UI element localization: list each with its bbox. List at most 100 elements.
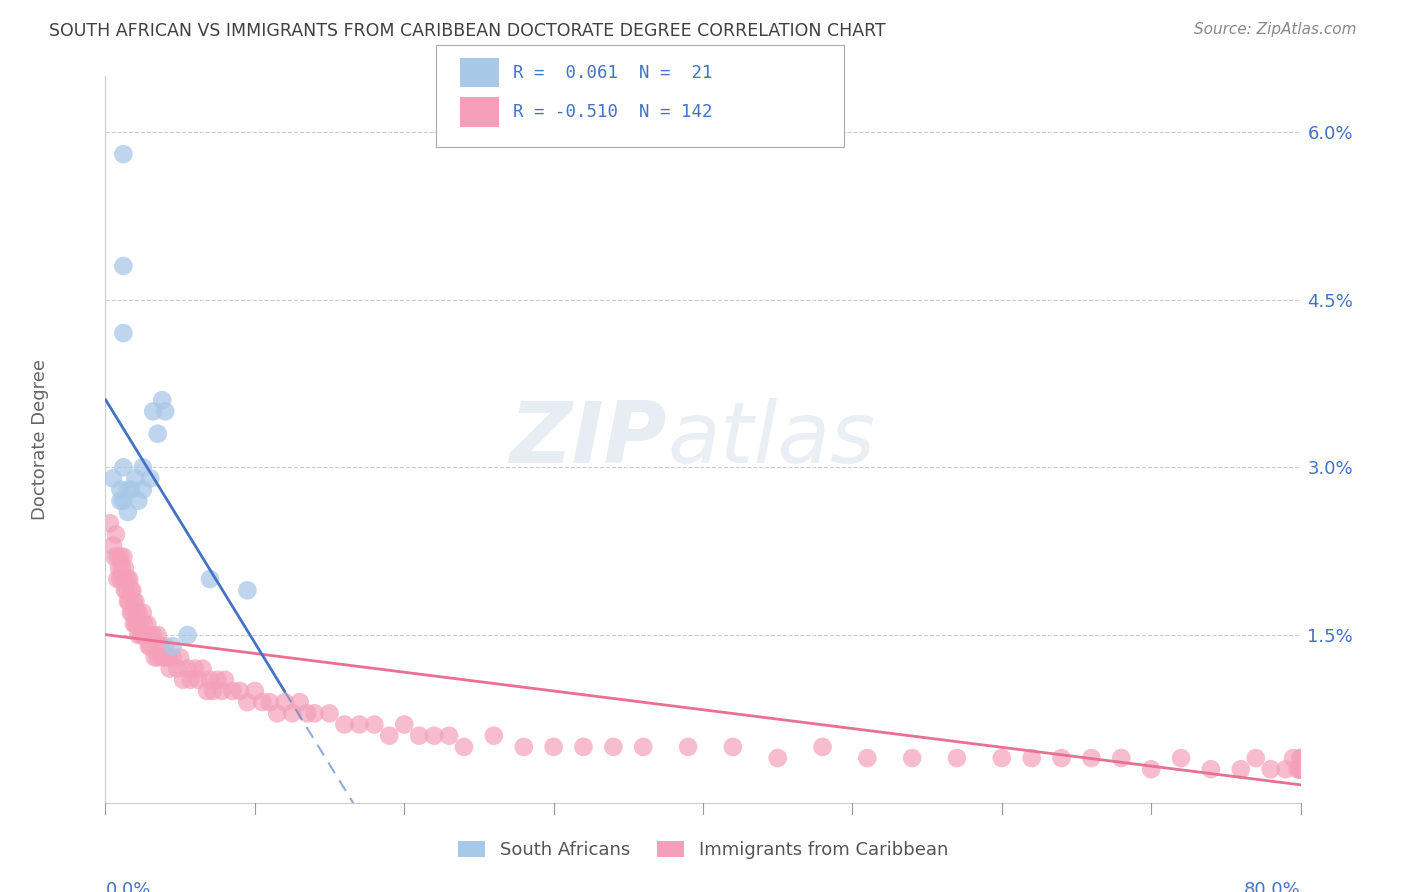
Point	[1274, 762, 1296, 776]
Point	[1282, 751, 1305, 765]
Point	[408, 729, 430, 743]
Point	[1050, 751, 1073, 765]
Point	[453, 739, 475, 754]
Point	[108, 561, 131, 575]
Point	[128, 616, 150, 631]
Point	[118, 594, 141, 608]
Text: atlas: atlas	[666, 398, 875, 481]
Point	[110, 549, 132, 564]
Point	[124, 616, 146, 631]
Point	[132, 628, 155, 642]
Point	[162, 639, 184, 653]
Point	[112, 460, 135, 475]
Point	[114, 561, 136, 575]
Point	[1289, 762, 1312, 776]
Point	[195, 684, 218, 698]
Text: 80.0%: 80.0%	[1244, 881, 1301, 892]
Point	[107, 572, 129, 586]
Point	[214, 673, 236, 687]
Point	[211, 684, 233, 698]
Point	[150, 650, 173, 665]
Point	[120, 606, 142, 620]
Point	[1021, 751, 1043, 765]
Point	[110, 483, 132, 497]
Point	[1289, 751, 1312, 765]
Point	[125, 616, 148, 631]
Point	[288, 695, 311, 709]
Point	[281, 706, 304, 721]
Point	[721, 739, 744, 754]
Point	[101, 471, 124, 485]
Point	[572, 739, 595, 754]
Point	[112, 326, 135, 340]
Point	[135, 628, 157, 642]
Point	[117, 572, 139, 586]
Point	[129, 628, 153, 642]
Text: R = -0.510  N = 142: R = -0.510 N = 142	[513, 103, 713, 121]
Point	[139, 628, 162, 642]
Point	[132, 483, 155, 497]
Point	[1289, 762, 1312, 776]
Point	[1289, 762, 1312, 776]
Point	[1080, 751, 1102, 765]
Point	[176, 662, 198, 676]
Point	[1289, 762, 1312, 776]
Point	[1289, 762, 1312, 776]
Point	[202, 684, 225, 698]
Text: ZIP: ZIP	[509, 398, 666, 481]
Point	[127, 493, 149, 508]
Point	[118, 572, 141, 586]
Point	[236, 695, 259, 709]
Point	[1289, 751, 1312, 765]
Point	[1289, 762, 1312, 776]
Point	[103, 549, 125, 564]
Point	[676, 739, 699, 754]
Point	[114, 583, 136, 598]
Point	[318, 706, 340, 721]
Point	[1199, 762, 1222, 776]
Point	[180, 673, 202, 687]
Point	[146, 650, 169, 665]
Point	[138, 639, 160, 653]
Point	[162, 650, 184, 665]
Point	[117, 594, 139, 608]
Point	[1289, 762, 1312, 776]
Point	[1289, 762, 1312, 776]
Point	[98, 516, 121, 531]
Point	[104, 527, 127, 541]
Point	[117, 483, 139, 497]
Point	[155, 639, 177, 653]
Point	[1229, 762, 1253, 776]
Point	[101, 539, 124, 553]
Point	[122, 594, 145, 608]
Point	[122, 616, 145, 631]
Point	[172, 673, 194, 687]
Point	[134, 616, 156, 631]
Point	[120, 483, 142, 497]
Point	[766, 751, 789, 765]
Point	[124, 471, 146, 485]
Point	[112, 549, 135, 564]
Point	[120, 583, 142, 598]
Point	[1289, 762, 1312, 776]
Point	[112, 572, 135, 586]
Point	[125, 606, 148, 620]
Text: 0.0%: 0.0%	[105, 881, 150, 892]
Point	[1289, 762, 1312, 776]
Point	[856, 751, 879, 765]
Point	[221, 684, 243, 698]
Point	[273, 695, 295, 709]
Point	[437, 729, 460, 743]
Point	[1111, 751, 1133, 765]
Point	[115, 572, 138, 586]
Point	[136, 616, 159, 631]
Point	[229, 684, 252, 698]
Point	[1289, 762, 1312, 776]
Point	[184, 662, 207, 676]
Point	[423, 729, 446, 743]
Point	[482, 729, 505, 743]
Point	[121, 606, 143, 620]
Point	[121, 583, 143, 598]
Point	[139, 639, 162, 653]
Point	[187, 673, 209, 687]
